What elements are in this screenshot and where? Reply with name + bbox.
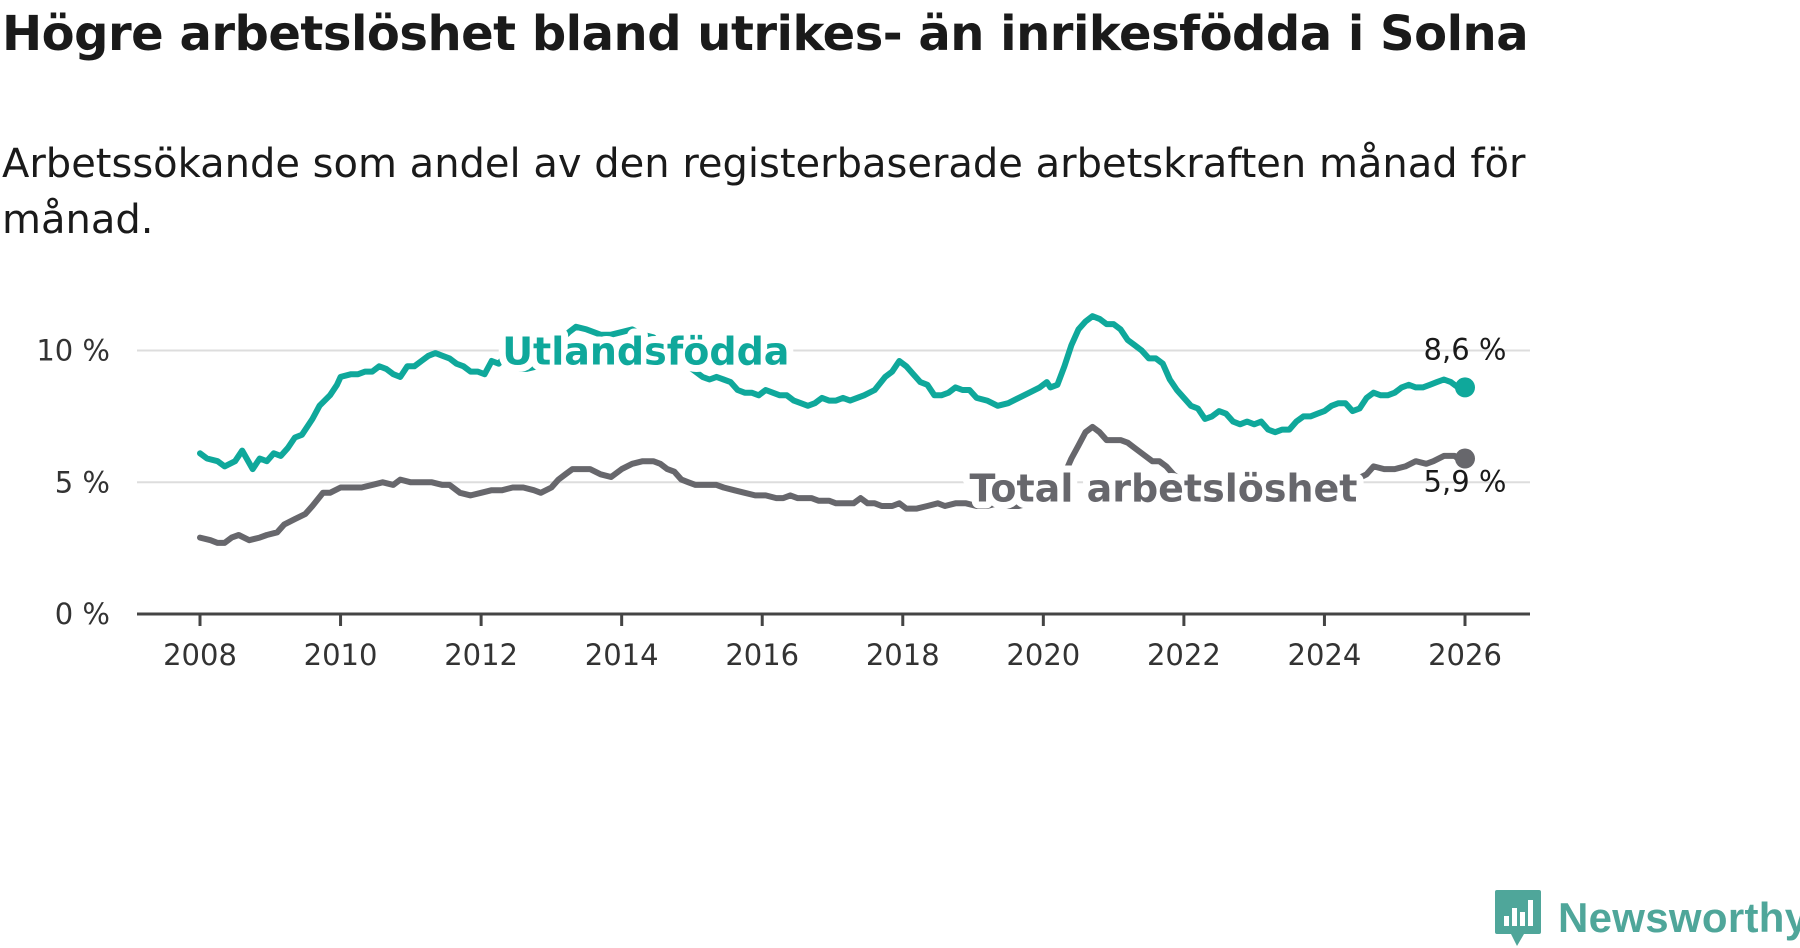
chart-subtitle: Arbetssökande som andel av den registerb… <box>2 141 1526 243</box>
x-tick-label: 2014 <box>585 638 659 672</box>
x-tick-label: 2010 <box>304 638 378 672</box>
newsworthy-logo-text: Newsworthy <box>1558 894 1800 941</box>
series-label-total: Total arbetslöshet <box>970 467 1358 511</box>
axis-labels: 0 % 5 % 10 % 2008 2010 2012 2014 2016 2018 2020 20… <box>36 334 1502 673</box>
x-axis <box>137 612 1530 626</box>
chart-title: Högre arbetslöshet bland utrikes- än inr… <box>2 6 1529 62</box>
y-tick-label: 5 % <box>55 465 110 499</box>
gridlines <box>137 349 1530 484</box>
end-value-label-utlandsfodda: 8,6 % <box>1424 332 1507 366</box>
x-tick-label: 2020 <box>1006 638 1080 672</box>
series-line-total <box>197 423 1468 546</box>
newsworthy-logo-icon <box>1495 890 1541 946</box>
x-tick-label: 2012 <box>444 638 518 672</box>
series-lines <box>197 313 1475 546</box>
end-value-label-total: 5,9 % <box>1424 465 1507 499</box>
y-tick-label: 10 % <box>36 334 110 368</box>
series-label-utlandsfodda: Utlandsfödda <box>502 330 789 374</box>
newsworthy-logo: Newsworthy <box>1494 888 1800 948</box>
series-label-halo: Total arbetslöshet <box>970 467 1358 511</box>
x-tick-label: 2016 <box>725 638 799 672</box>
x-tick-label: 2008 <box>163 638 237 672</box>
x-tick-label: 2018 <box>866 638 940 672</box>
series-label-halo: Utlandsfödda <box>502 330 789 374</box>
end-marker-total <box>1455 448 1475 469</box>
x-tick-label: 2024 <box>1288 638 1362 672</box>
series-line-utlandsfodda <box>197 313 1468 473</box>
x-tick-label: 2026 <box>1428 638 1502 672</box>
end-marker-utlandsfodda <box>1455 377 1475 398</box>
y-tick-label: 0 % <box>55 597 110 631</box>
x-tick-label: 2022 <box>1147 638 1221 672</box>
